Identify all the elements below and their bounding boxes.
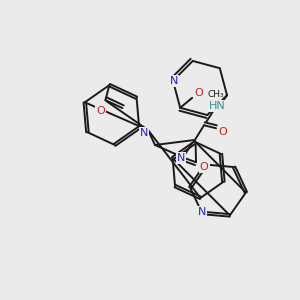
Text: N: N: [140, 128, 148, 138]
Text: O: O: [195, 88, 204, 98]
Text: N: N: [198, 207, 206, 217]
Text: N: N: [170, 76, 178, 86]
Text: O: O: [219, 127, 227, 137]
Text: HN: HN: [209, 101, 225, 111]
Text: N: N: [177, 153, 185, 163]
Text: O: O: [96, 106, 105, 116]
Text: O: O: [200, 162, 208, 172]
Text: CH₃: CH₃: [207, 90, 224, 99]
